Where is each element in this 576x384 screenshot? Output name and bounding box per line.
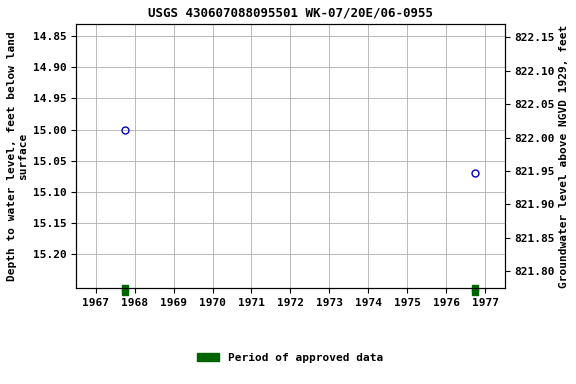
Y-axis label: Groundwater level above NGVD 1929, feet: Groundwater level above NGVD 1929, feet: [559, 24, 569, 288]
Title: USGS 430607088095501 WK-07/20E/06-0955: USGS 430607088095501 WK-07/20E/06-0955: [148, 7, 433, 20]
Y-axis label: Depth to water level, feet below land
surface: Depth to water level, feet below land su…: [7, 31, 29, 281]
Legend: Period of approved data: Period of approved data: [193, 348, 388, 367]
